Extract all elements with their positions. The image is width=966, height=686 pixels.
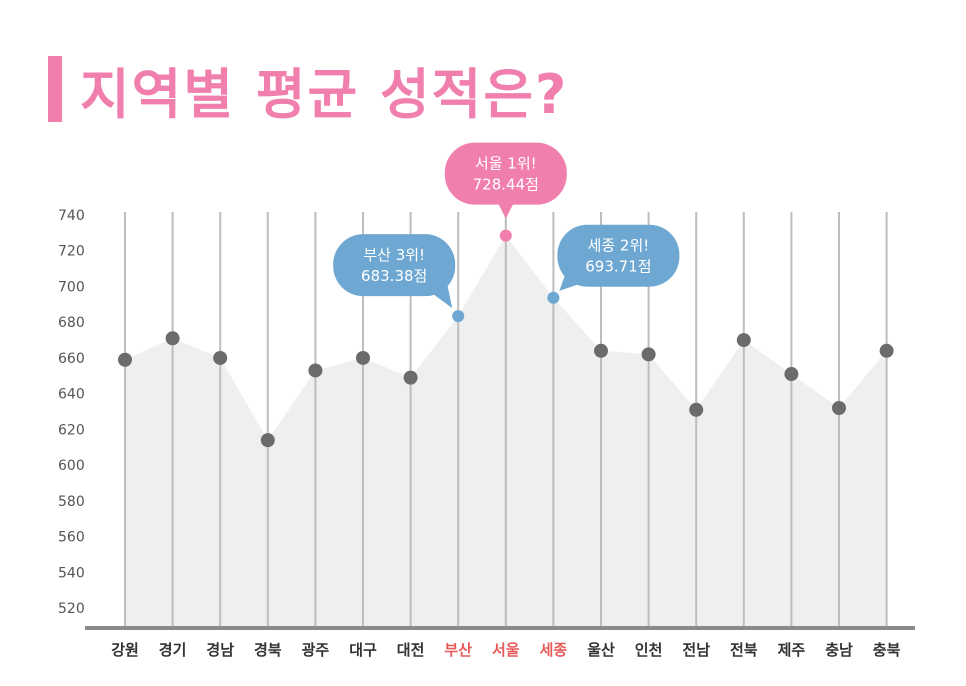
y-tick-label: 540 (58, 565, 85, 581)
data-point-5 (308, 363, 323, 378)
data-point-8 (452, 310, 465, 323)
x-tick-label: 전남 (682, 641, 710, 659)
y-tick-label: 740 (58, 208, 85, 224)
y-tick-label: 580 (58, 494, 85, 510)
x-tick-label: 전북 (730, 641, 758, 659)
y-tick-label: 640 (58, 387, 85, 403)
callout-score-text: 683.38점 (361, 267, 427, 285)
x-tick-label: 대전 (397, 641, 425, 659)
callout-rank-text: 세종 2위! (588, 237, 650, 255)
data-point-2 (165, 331, 180, 346)
x-tick-label: 서울 (492, 641, 520, 659)
x-tick-label: 인천 (635, 641, 663, 659)
data-point-6 (356, 350, 370, 365)
x-tick-label: 강원 (111, 641, 139, 659)
data-point-11 (594, 343, 608, 358)
data-point-16 (832, 400, 846, 415)
data-point-4 (260, 433, 275, 448)
y-tick-label: 620 (58, 422, 85, 438)
y-tick-label: 600 (58, 458, 85, 474)
data-point-15 (784, 367, 799, 382)
chart-title: 지역별 평균 성적은? (80, 63, 569, 126)
data-point-3 (213, 350, 228, 365)
callout-tail (497, 202, 514, 219)
x-tick-label: 세종 (540, 641, 568, 659)
x-tick-label: 대구 (349, 641, 377, 659)
callout-score-text: 693.71점 (585, 258, 651, 276)
data-point-10 (547, 291, 560, 304)
data-point-7 (403, 370, 418, 385)
x-tick-label: 광주 (302, 641, 330, 659)
callout-bubble (333, 234, 456, 297)
x-tick-label: 충북 (873, 641, 901, 659)
callout-rank-text: 부산 3위! (363, 246, 425, 264)
y-tick-label: 560 (58, 530, 85, 546)
x-tick-label: 부산 (444, 641, 472, 659)
x-tick-label: 제주 (778, 641, 806, 659)
x-tick-label: 울산 (587, 641, 615, 659)
x-axis-line (85, 626, 915, 630)
x-tick-label: 충남 (825, 641, 853, 659)
data-point-9 (499, 229, 512, 242)
data-point-13 (689, 402, 704, 417)
y-tick-label: 720 (58, 244, 85, 260)
callout-bubble (444, 142, 567, 205)
x-tick-label: 경남 (206, 641, 234, 659)
data-point-14 (736, 333, 751, 348)
data-point-12 (641, 347, 656, 362)
callout-rank-text: 서울 1위! (475, 155, 537, 173)
data-point-17 (879, 343, 894, 358)
callout-bubble (557, 224, 680, 287)
x-tick-label: 경기 (159, 641, 187, 659)
data-point-1 (118, 352, 132, 367)
callout-score-text: 728.44점 (473, 176, 539, 194)
title-accent-bar (48, 56, 62, 122)
y-tick-label: 520 (58, 601, 85, 617)
y-tick-label: 660 (58, 351, 85, 367)
y-tick-label: 680 (58, 315, 85, 331)
x-tick-label: 경북 (254, 641, 282, 659)
y-tick-label: 700 (58, 279, 85, 295)
